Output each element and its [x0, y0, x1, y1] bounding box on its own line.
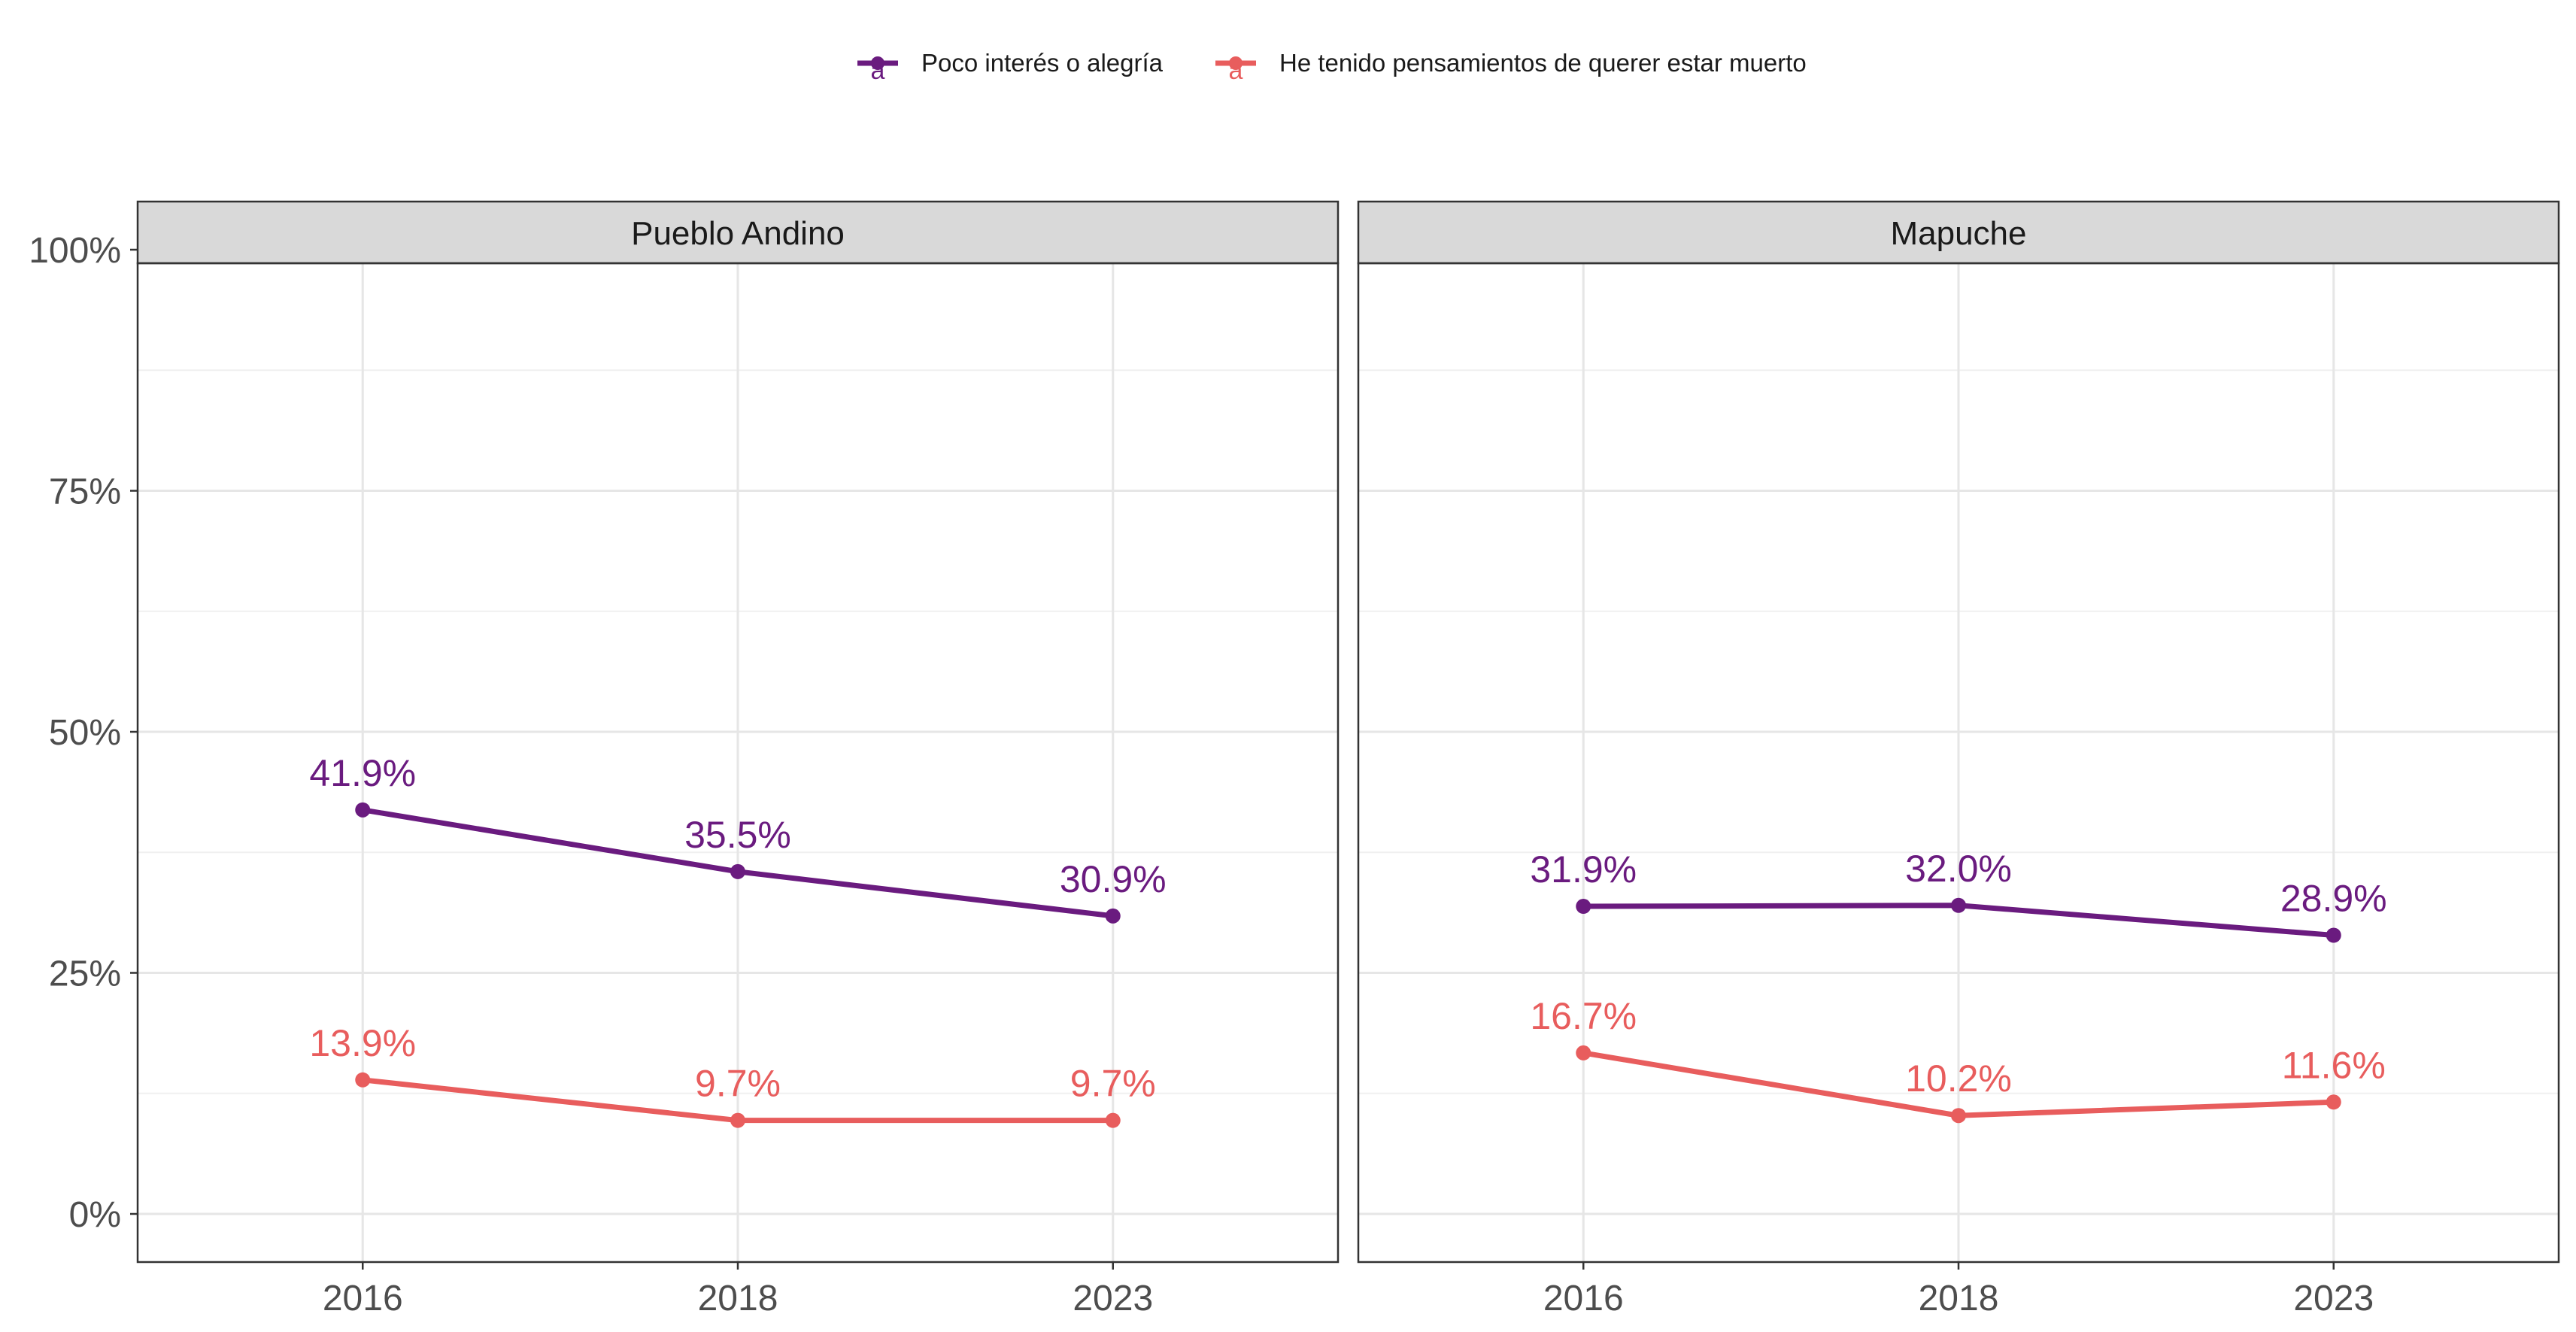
- facet-strip-label: Pueblo Andino: [631, 215, 845, 252]
- data-point: [730, 1112, 745, 1128]
- facet-panel: Pueblo Andino 2016 2018 2023 41.9% 35.5% 30.9%…: [136, 200, 1340, 1318]
- y-tick-label: 100%: [29, 231, 121, 271]
- data-point: [2326, 1094, 2341, 1110]
- x-tick-label: 2023: [1073, 1279, 1153, 1318]
- data-label: 11.6%: [2282, 1044, 2386, 1086]
- x-tick-label: 2023: [2293, 1279, 2374, 1318]
- facet-strip: [136, 200, 1340, 265]
- series-pensamientos-muerto: 16.7% 10.2% 11.6%: [1530, 995, 2386, 1124]
- series-pensamientos-muerto: 13.9% 9.7% 9.7%: [309, 1022, 1156, 1128]
- y-axis: 0% 25% 50% 75% 100%: [29, 231, 138, 1235]
- legend-key-glyph: a: [1229, 56, 1243, 85]
- legend-item: a Poco interés o alegría: [857, 49, 1164, 85]
- legend-label: Poco interés o alegría: [921, 49, 1164, 77]
- y-tick-label: 0%: [69, 1195, 121, 1235]
- data-label: 16.7%: [1530, 995, 1637, 1037]
- data-label: 41.9%: [309, 752, 416, 794]
- data-point: [730, 863, 745, 879]
- data-label: 30.9%: [1060, 858, 1167, 900]
- data-label: 32.0%: [1905, 848, 2012, 890]
- data-label: 13.9%: [309, 1022, 416, 1064]
- data-label: 10.2%: [1905, 1057, 2012, 1100]
- legend-key-point: [1229, 56, 1242, 70]
- data-point: [1105, 1112, 1121, 1128]
- x-tick-label: 2018: [1919, 1279, 1999, 1318]
- data-label: 35.5%: [684, 814, 791, 856]
- x-tick-label: 2018: [698, 1279, 778, 1318]
- data-label: 31.9%: [1530, 848, 1637, 891]
- y-tick-label: 75%: [49, 472, 121, 512]
- legend: a Poco interés o alegría a He tenido pensam…: [857, 49, 1807, 85]
- legend-key-point: [871, 56, 884, 70]
- legend-key-glyph: a: [871, 56, 885, 85]
- x-tick-label: 2016: [323, 1279, 403, 1318]
- y-tick-label: 50%: [49, 713, 121, 753]
- x-tick-label: 2016: [1543, 1279, 1624, 1318]
- data-point: [355, 802, 371, 818]
- data-point: [355, 1072, 371, 1088]
- data-point: [1576, 899, 1591, 915]
- legend-item: a He tenido pensamientos de querer estar …: [1215, 49, 1807, 85]
- legend-label: He tenido pensamientos de querer estar m…: [1279, 49, 1807, 77]
- series-poco-interes: 41.9% 35.5% 30.9%: [309, 752, 1167, 924]
- series-poco-interes: 31.9% 32.0% 28.9%: [1530, 848, 2387, 943]
- facet-strip-label: Mapuche: [1890, 215, 2026, 252]
- data-label: 9.7%: [695, 1063, 781, 1105]
- data-label: 9.7%: [1070, 1063, 1156, 1105]
- data-point: [1576, 1045, 1591, 1060]
- data-label: 28.9%: [2280, 878, 2387, 920]
- data-point: [1951, 1108, 1966, 1124]
- data-point: [1105, 908, 1121, 924]
- y-tick-label: 25%: [49, 954, 121, 994]
- data-point: [1951, 897, 1966, 913]
- data-point: [2326, 927, 2341, 943]
- facet-strip: [1357, 200, 2560, 265]
